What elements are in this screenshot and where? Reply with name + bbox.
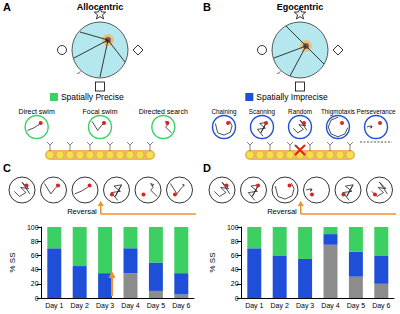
svg-text:60: 60 (231, 252, 239, 259)
svg-text:80: 80 (31, 238, 39, 245)
svg-text:0: 0 (35, 295, 39, 302)
svg-text:Scanning: Scanning (249, 108, 276, 116)
svg-text:Perseverance: Perseverance (357, 108, 396, 115)
svg-text:Day 2: Day 2 (271, 302, 289, 310)
svg-text:Allocentric: Allocentric (76, 2, 124, 12)
svg-text:Spatially Imprecise: Spatially Imprecise (256, 92, 328, 102)
svg-text:20: 20 (231, 280, 239, 287)
svg-text:100: 100 (27, 224, 39, 231)
svg-text:Day 1: Day 1 (45, 302, 63, 310)
svg-text:Day 2: Day 2 (71, 302, 89, 310)
svg-text:Day 1: Day 1 (245, 302, 263, 310)
svg-text:Day 6: Day 6 (372, 302, 390, 310)
svg-text:Chaining: Chaining (212, 108, 237, 116)
svg-text:Day 4: Day 4 (121, 302, 139, 310)
svg-text:Day 6: Day 6 (172, 302, 190, 310)
svg-text:Day 3: Day 3 (96, 302, 114, 310)
svg-text:20: 20 (31, 280, 39, 287)
svg-text:Spatially Precise: Spatially Precise (61, 92, 124, 102)
svg-text:100: 100 (227, 224, 239, 231)
svg-text:Day 4: Day 4 (321, 302, 339, 310)
svg-text:Egocentric: Egocentric (276, 2, 324, 12)
svg-text:Thigmotaxis: Thigmotaxis (321, 108, 355, 115)
svg-text:Day 5: Day 5 (347, 302, 365, 310)
svg-text:Day 3: Day 3 (296, 302, 314, 310)
svg-text:Direct swim: Direct swim (19, 108, 55, 115)
svg-text:% SS: % SS (208, 252, 217, 272)
svg-text:40: 40 (31, 266, 39, 273)
svg-text:0: 0 (235, 295, 239, 302)
svg-text:Directed search: Directed search (139, 108, 188, 115)
svg-text:80: 80 (231, 238, 239, 245)
svg-text:C: C (3, 162, 11, 174)
svg-text:D: D (203, 162, 211, 174)
svg-text:60: 60 (31, 252, 39, 259)
svg-text:Focal swim: Focal swim (82, 108, 117, 115)
svg-text:B: B (203, 1, 211, 13)
svg-text:A: A (3, 1, 11, 13)
svg-text:% SS: % SS (8, 252, 17, 272)
svg-text:40: 40 (231, 266, 239, 273)
svg-text:Day 5: Day 5 (147, 302, 165, 310)
svg-text:Reversal: Reversal (267, 207, 297, 216)
svg-text:Reversal: Reversal (67, 207, 97, 216)
svg-text:Random: Random (288, 108, 312, 115)
